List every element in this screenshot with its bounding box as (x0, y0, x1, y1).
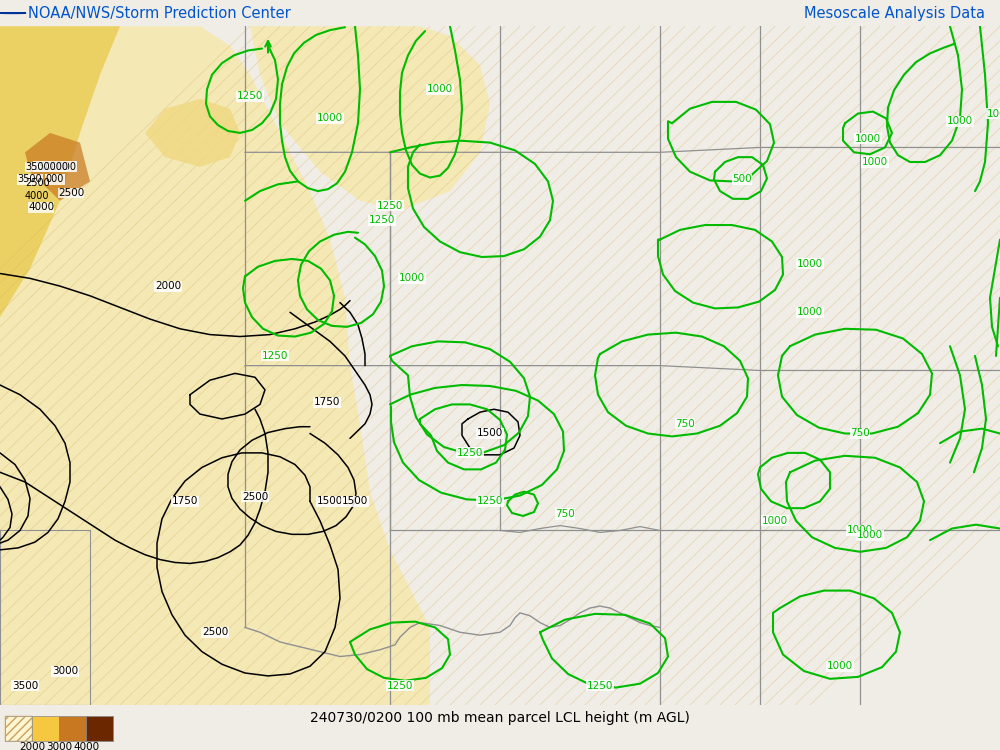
Text: 1250: 1250 (587, 680, 613, 691)
Text: 1250: 1250 (387, 680, 413, 691)
Text: 1250: 1250 (237, 91, 263, 101)
Text: 1000: 1000 (857, 530, 883, 540)
Text: 1000: 1000 (827, 662, 853, 671)
Text: 1250: 1250 (262, 351, 288, 361)
Text: 1750: 1750 (314, 398, 340, 407)
Text: 1000: 1000 (862, 157, 888, 167)
FancyBboxPatch shape (32, 716, 59, 741)
Text: 240730/0200 100 mb mean parcel LCL height (m AGL): 240730/0200 100 mb mean parcel LCL heigh… (310, 710, 690, 724)
Text: 4000: 4000 (73, 742, 99, 750)
Text: 1500: 1500 (342, 496, 368, 506)
Text: 1250: 1250 (457, 448, 483, 458)
Text: 1000: 1000 (762, 516, 788, 526)
Text: 1000: 1000 (855, 134, 881, 144)
Text: 2500: 2500 (242, 491, 268, 502)
FancyBboxPatch shape (59, 716, 86, 741)
Text: 1500: 1500 (477, 428, 503, 439)
Text: 1000: 1000 (399, 273, 425, 284)
Text: 2500: 2500 (202, 627, 228, 638)
FancyBboxPatch shape (5, 716, 32, 741)
Polygon shape (250, 26, 490, 211)
Text: 2500: 2500 (25, 178, 50, 188)
Text: 750: 750 (555, 509, 575, 519)
Text: NOAA/NWS/Storm Prediction Center: NOAA/NWS/Storm Prediction Center (28, 6, 291, 21)
Text: 1750: 1750 (172, 496, 198, 506)
Text: 4000: 4000 (28, 202, 54, 212)
Text: Mesoscale Analysis Data: Mesoscale Analysis Data (804, 6, 985, 21)
Text: 3500000: 3500000 (25, 162, 68, 172)
Text: 750: 750 (850, 428, 870, 439)
FancyBboxPatch shape (86, 716, 113, 741)
Text: 500: 500 (732, 175, 752, 184)
Polygon shape (0, 26, 120, 317)
Text: 1250: 1250 (369, 215, 395, 225)
Text: 3500: 3500 (12, 680, 38, 691)
Text: 2000: 2000 (155, 281, 181, 291)
Text: 2000: 2000 (19, 742, 45, 750)
Text: 3500: 3500 (18, 175, 42, 184)
Text: 1000: 1000 (947, 116, 973, 126)
Text: 750: 750 (675, 419, 695, 429)
Text: 4000: 4000 (25, 190, 50, 201)
Text: 1250: 1250 (377, 201, 403, 211)
Text: 1000: 1000 (797, 259, 823, 268)
Text: 1000: 1000 (427, 84, 453, 94)
Text: 3000: 3000 (52, 666, 78, 676)
Text: 1000: 1000 (797, 308, 823, 317)
Text: 1000: 1000 (847, 526, 873, 536)
Text: 1000: 1000 (987, 109, 1000, 118)
Text: 2500: 2500 (58, 188, 84, 198)
Text: 3000: 3000 (46, 742, 72, 750)
Polygon shape (25, 133, 90, 201)
Polygon shape (0, 26, 430, 705)
Text: 1500: 1500 (317, 496, 343, 506)
Text: 000: 000 (46, 175, 64, 184)
Text: 1250: 1250 (477, 496, 503, 506)
Text: 3500000: 3500000 (34, 162, 76, 172)
Text: 1000: 1000 (317, 113, 343, 123)
Text: 3500000: 3500000 (25, 162, 68, 172)
Polygon shape (145, 99, 240, 166)
